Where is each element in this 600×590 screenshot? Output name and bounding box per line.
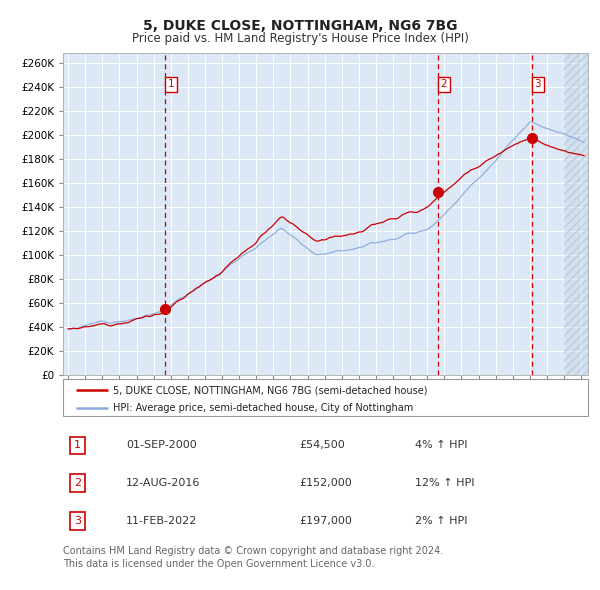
Text: 1: 1 [167, 79, 174, 89]
Text: 01-SEP-2000: 01-SEP-2000 [126, 441, 197, 450]
Text: 3: 3 [535, 79, 541, 89]
Text: £197,000: £197,000 [299, 516, 352, 526]
Text: Price paid vs. HM Land Registry's House Price Index (HPI): Price paid vs. HM Land Registry's House … [131, 32, 469, 45]
Text: Contains HM Land Registry data © Crown copyright and database right 2024.
This d: Contains HM Land Registry data © Crown c… [63, 546, 443, 569]
Text: 11-FEB-2022: 11-FEB-2022 [126, 516, 197, 526]
Text: 12% ↑ HPI: 12% ↑ HPI [415, 478, 474, 488]
Text: 12-AUG-2016: 12-AUG-2016 [126, 478, 200, 488]
Text: 2% ↑ HPI: 2% ↑ HPI [415, 516, 467, 526]
Text: 2: 2 [440, 79, 447, 89]
Bar [564, 53, 588, 375]
Bar [564, 53, 588, 375]
Text: 1: 1 [74, 441, 81, 450]
Text: 5, DUKE CLOSE, NOTTINGHAM, NG6 7BG (semi-detached house): 5, DUKE CLOSE, NOTTINGHAM, NG6 7BG (semi… [113, 385, 427, 395]
Text: 5, DUKE CLOSE, NOTTINGHAM, NG6 7BG: 5, DUKE CLOSE, NOTTINGHAM, NG6 7BG [143, 19, 457, 34]
Text: £54,500: £54,500 [299, 441, 345, 450]
Text: HPI: Average price, semi-detached house, City of Nottingham: HPI: Average price, semi-detached house,… [113, 403, 413, 413]
Text: £152,000: £152,000 [299, 478, 352, 488]
Text: 2: 2 [74, 478, 81, 488]
Text: 3: 3 [74, 516, 81, 526]
Text: 4% ↑ HPI: 4% ↑ HPI [415, 441, 467, 450]
